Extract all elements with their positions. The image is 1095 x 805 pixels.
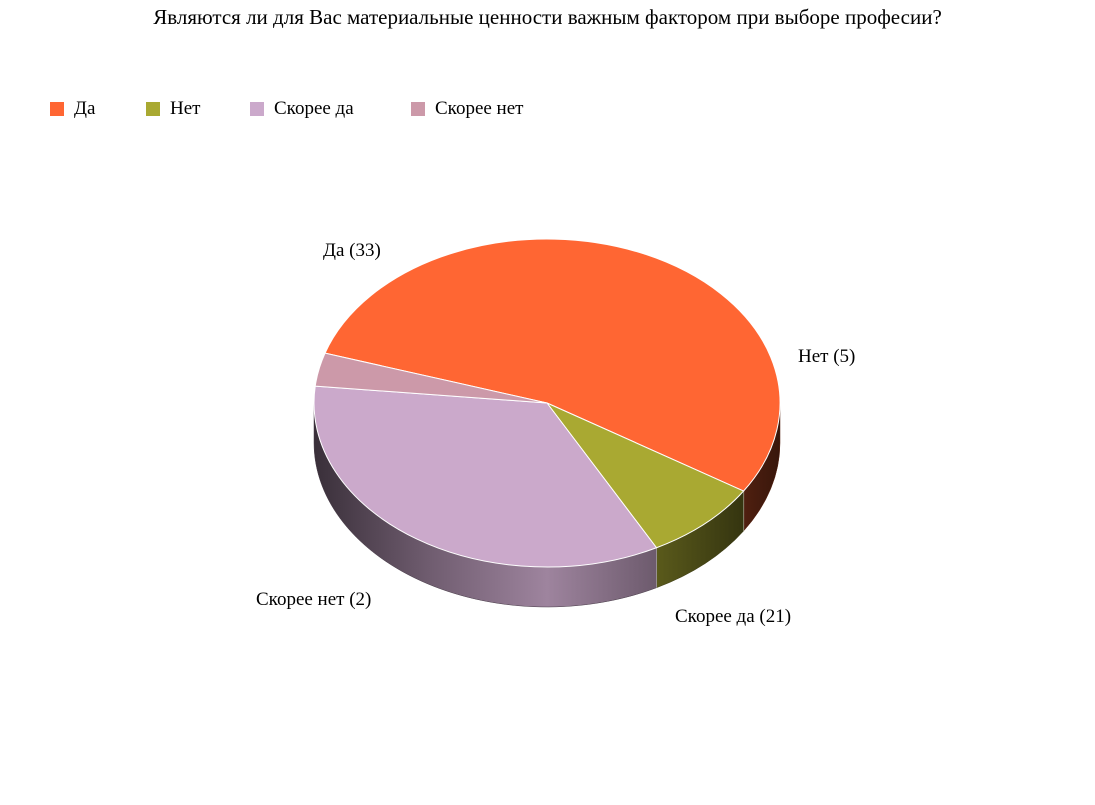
legend-swatch-net xyxy=(146,102,160,116)
chart-title: Являются ли для Вас материальные ценност… xyxy=(153,5,942,29)
pie-labels: Да (33) Нет (5) Скорее да (21) Скорее не… xyxy=(256,240,855,627)
pie-slice-net xyxy=(546,402,745,549)
slice-label-skoree-net: Скорее нет (2) xyxy=(256,589,371,610)
slice-label-da: Да (33) xyxy=(323,240,381,261)
legend-label-da: Да xyxy=(74,98,96,119)
pie-slice-da xyxy=(324,238,781,492)
slice-label-net: Нет (5) xyxy=(798,346,855,367)
legend-label-skoree-net: Скорее нет xyxy=(435,98,524,119)
legend-label-net: Нет xyxy=(170,98,201,119)
slice-label-skoree-da: Скорее да (21) xyxy=(675,606,791,627)
pie-slice-skoree-net xyxy=(314,352,548,404)
pie-slices xyxy=(313,238,781,568)
pie-slice-skoree-da xyxy=(313,385,657,568)
legend-swatch-skoree-net xyxy=(411,102,425,116)
legend-swatch-da xyxy=(50,102,64,116)
legend-swatch-skoree-da xyxy=(250,102,264,116)
legend-label-skoree-da: Скорее да xyxy=(274,98,354,119)
